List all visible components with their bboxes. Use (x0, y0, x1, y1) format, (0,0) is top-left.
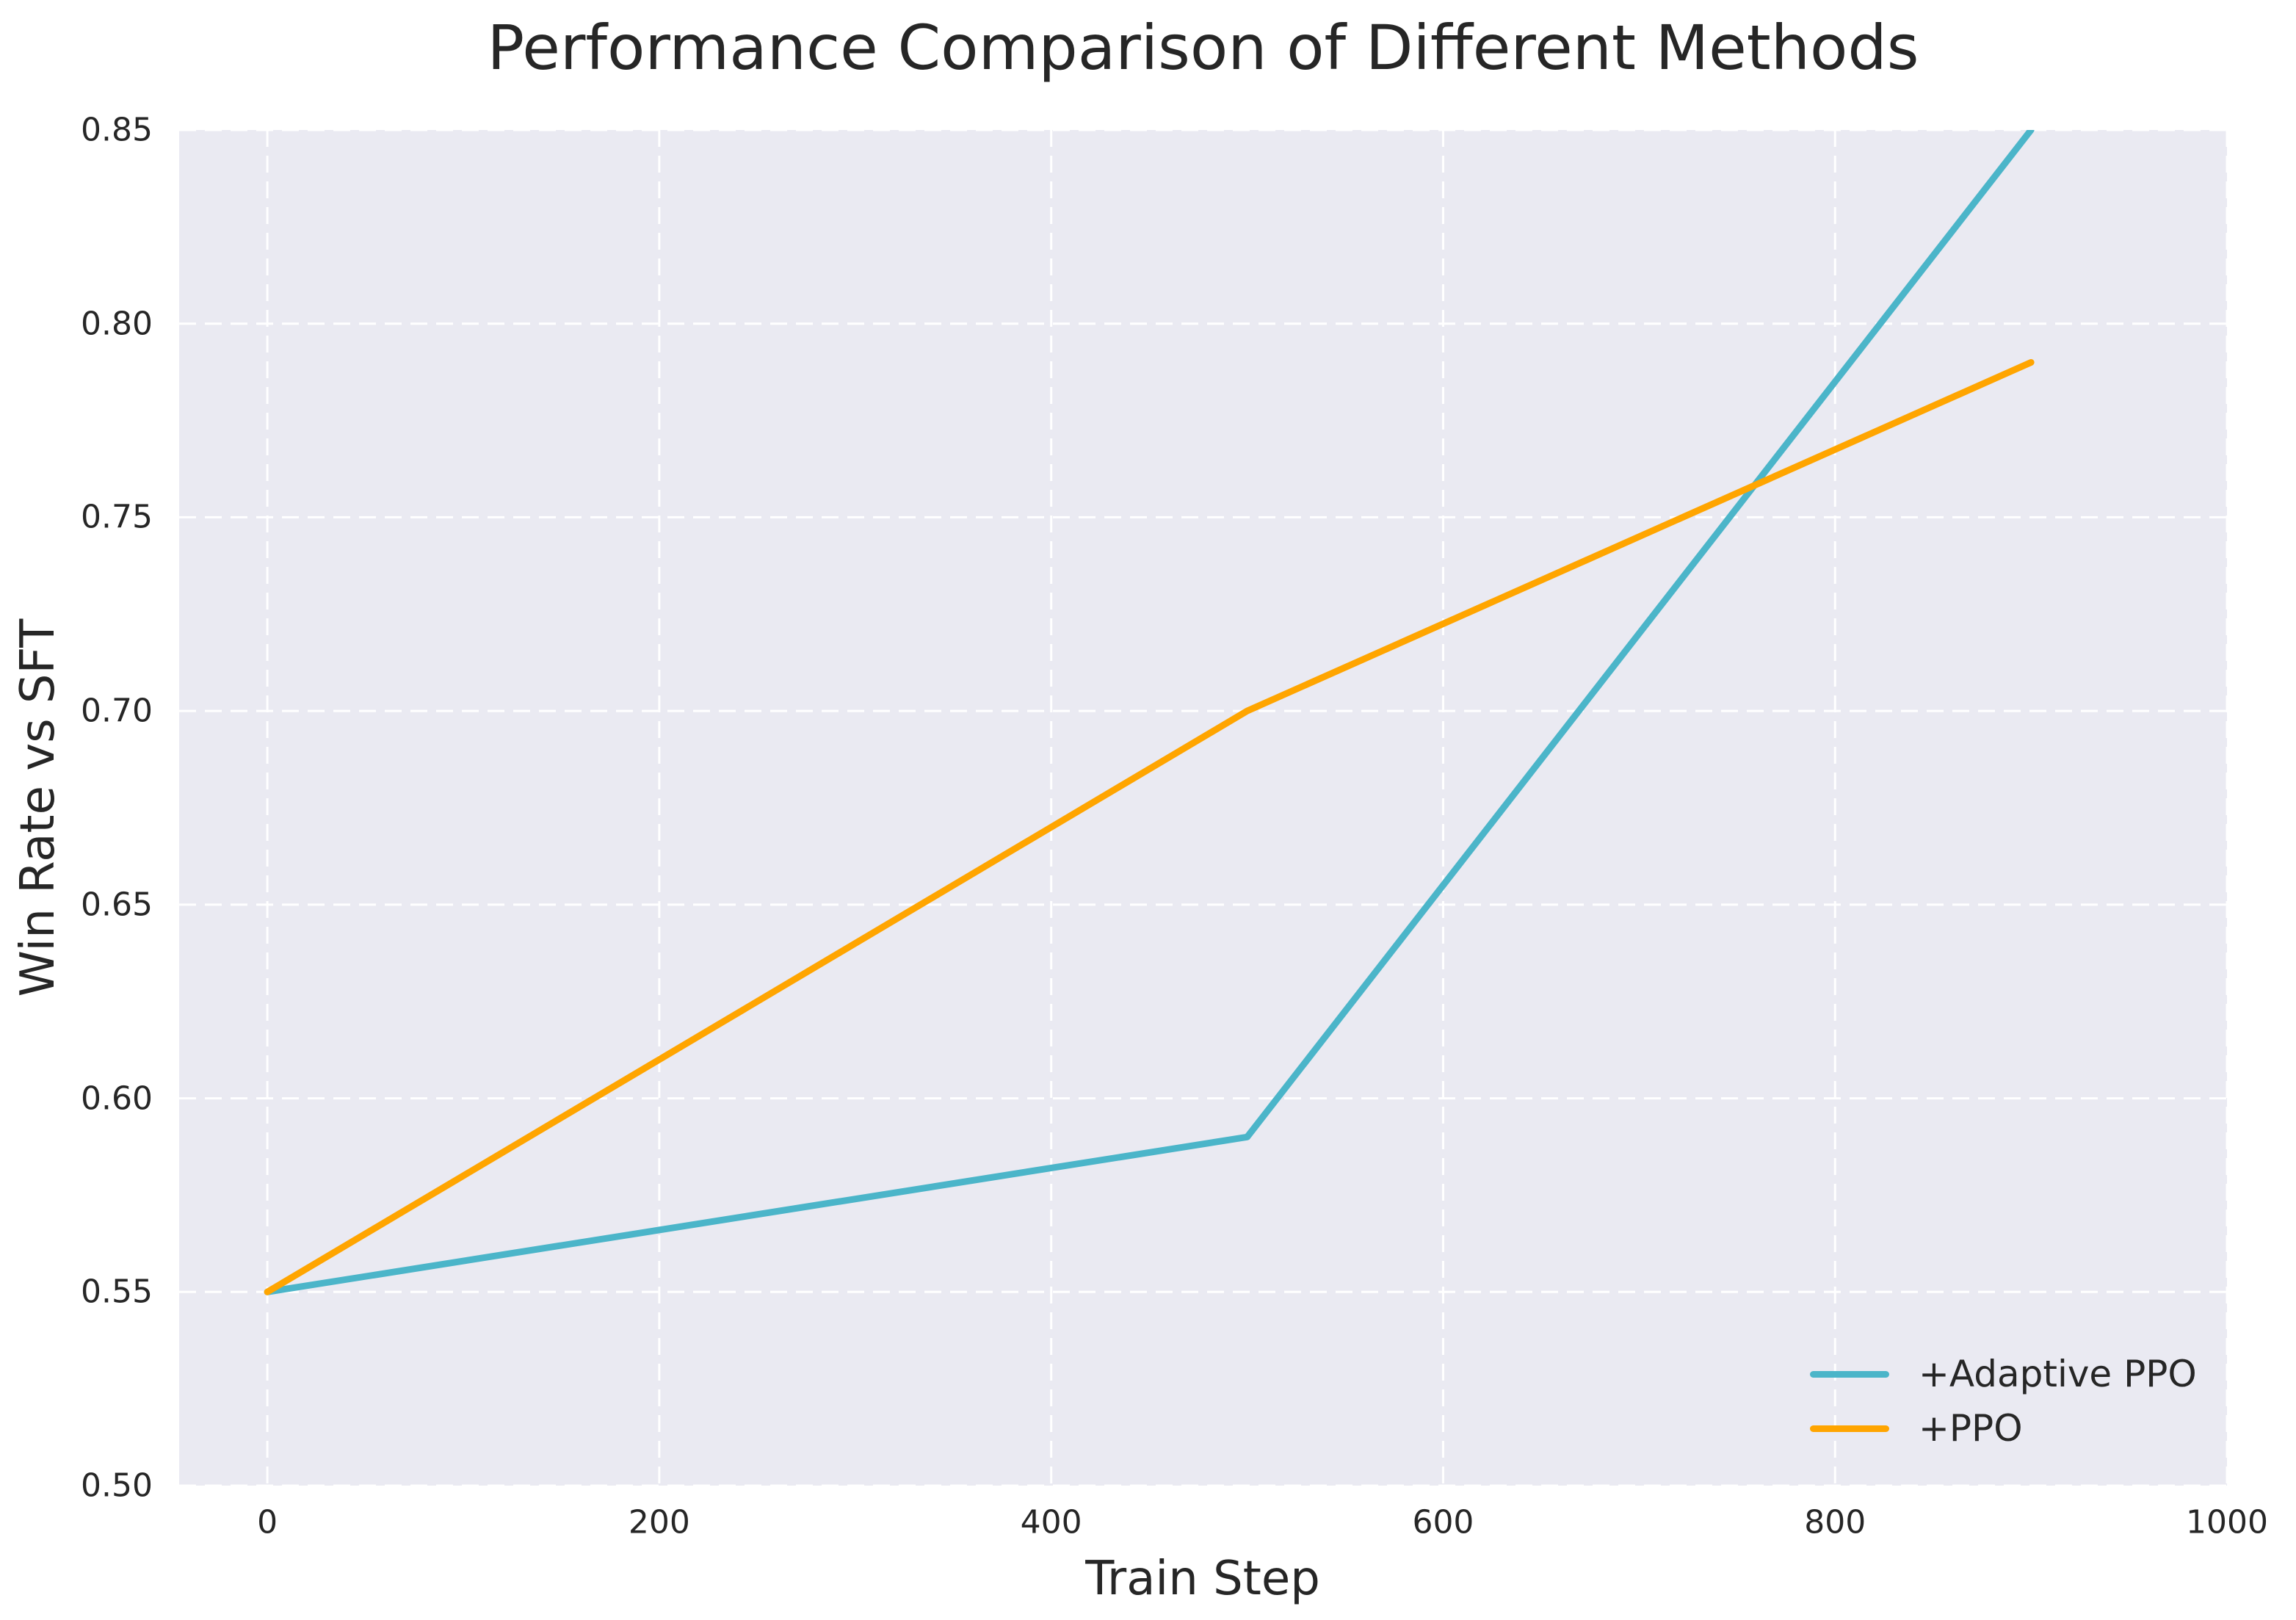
gridlines (179, 130, 2227, 1486)
legend-line-swatch-adaptive-ppo (1810, 1370, 1889, 1378)
series-line-0 (264, 130, 2035, 1295)
y-tick-label: 0.75 (81, 498, 153, 536)
y-tick-label: 0.85 (81, 111, 153, 149)
legend: +Adaptive PPO +PPO (1810, 1353, 2197, 1450)
legend-item-ppo: +PPO (1810, 1407, 2197, 1450)
chart-title: Performance Comparison of Different Meth… (487, 12, 1919, 84)
x-axis-label: Train Step (1085, 1552, 1320, 1606)
y-tick-label: 0.70 (81, 692, 153, 730)
legend-line-swatch-ppo (1810, 1425, 1889, 1432)
x-tick-label: 1000 (2186, 1503, 2268, 1541)
x-tick-label: 200 (628, 1503, 690, 1541)
legend-label-adaptive-ppo: +Adaptive PPO (1919, 1353, 2197, 1395)
legend-item-adaptive-ppo: +Adaptive PPO (1810, 1353, 2197, 1395)
plot-background (179, 130, 2227, 1486)
series-line-1 (264, 358, 2035, 1295)
y-tick-label: 0.50 (81, 1467, 153, 1505)
y-tick-label: 0.55 (81, 1273, 153, 1311)
legend-label-ppo: +PPO (1919, 1407, 2023, 1450)
y-tick-label: 0.60 (81, 1080, 153, 1118)
x-tick-label: 800 (1804, 1503, 1866, 1541)
x-tick-label: 400 (1020, 1503, 1082, 1541)
x-tick-label: 600 (1412, 1503, 1474, 1541)
y-tick-label: 0.80 (81, 305, 153, 343)
x-tick-label: 0 (257, 1503, 278, 1541)
y-tick-label: 0.65 (81, 886, 153, 924)
